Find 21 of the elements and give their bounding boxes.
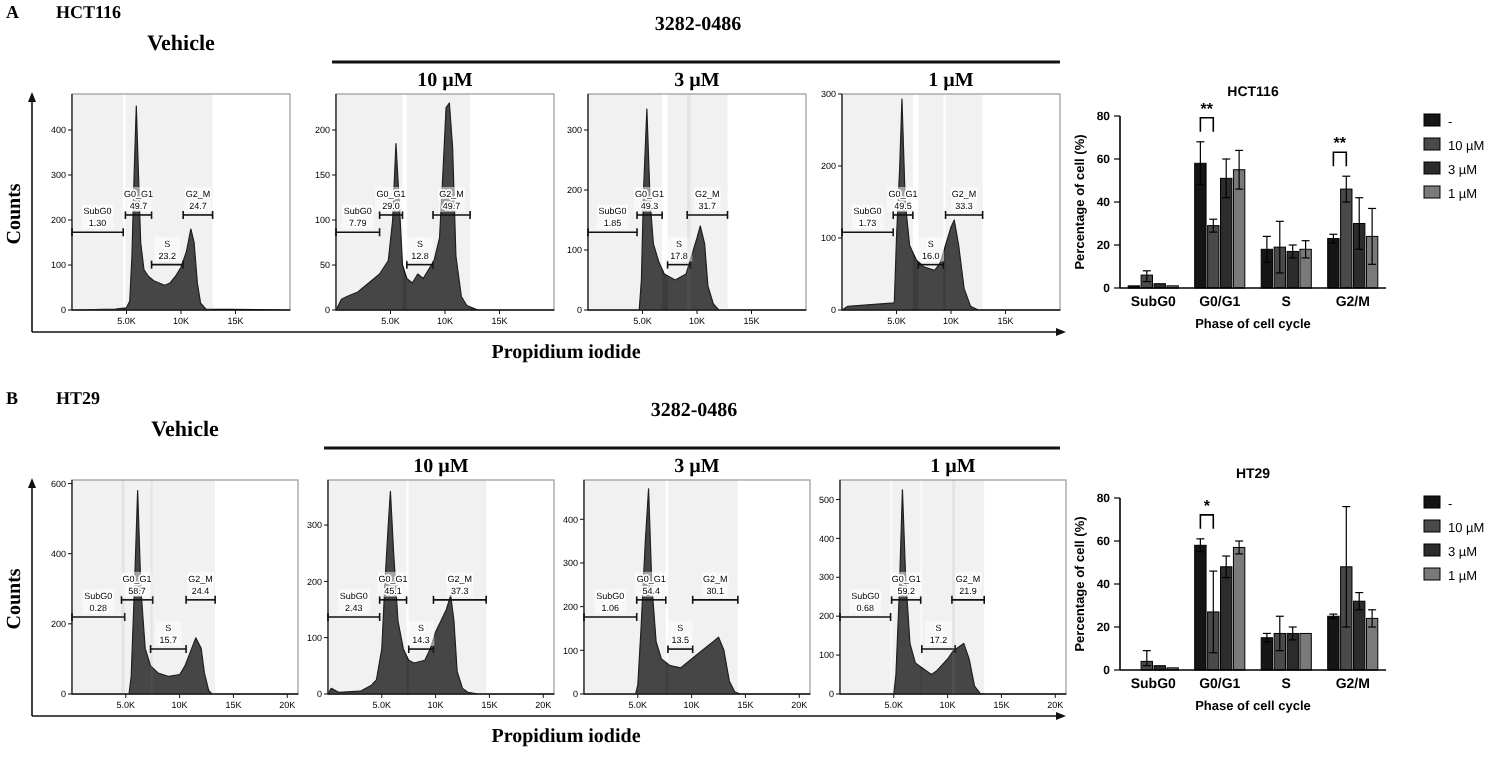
chart-title: 1 µM [930, 456, 977, 478]
y-axis-title: Counts [4, 183, 26, 245]
chart-title: Vehicle [147, 32, 216, 56]
chart-title: 1 µM [928, 70, 975, 92]
annotation: ** [1333, 134, 1348, 153]
chart-title: 3 µM [674, 456, 721, 478]
annotation: * [1203, 496, 1212, 515]
annotation: ** [1200, 99, 1215, 118]
chart-title: 10 µM [417, 70, 474, 92]
text: 3282-0486 [650, 400, 738, 422]
text: A [6, 2, 20, 22]
x-axis-title: Propidium iodide [491, 342, 642, 364]
y-axis-title: Counts [4, 568, 26, 630]
text: HCT116 [56, 2, 123, 22]
x-axis-title: Propidium iodide [491, 726, 642, 748]
chart-title: 10 µM [413, 456, 470, 478]
chart-title: 3 µM [674, 70, 721, 92]
chart-title: Vehicle [151, 418, 220, 442]
text: 3282-0486 [654, 14, 742, 36]
text: HT29 [56, 388, 102, 408]
text: B [6, 388, 19, 408]
